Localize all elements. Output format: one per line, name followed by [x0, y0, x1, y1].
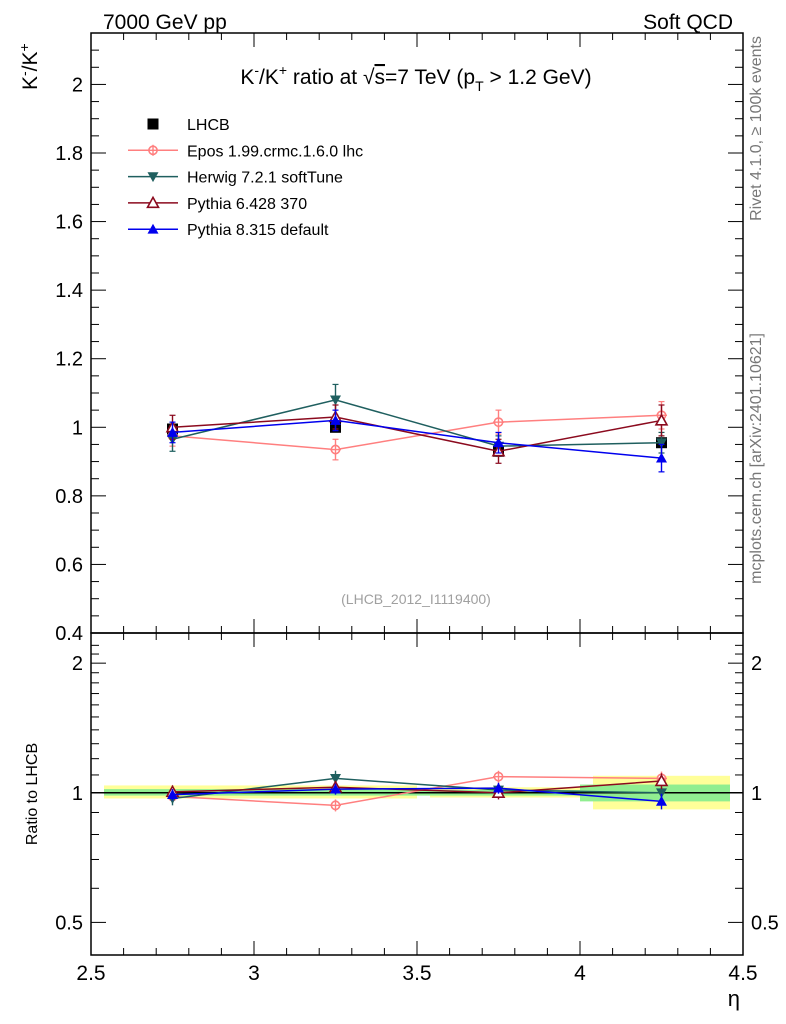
header-left-label: 7000 GeV pp [103, 11, 227, 34]
series-line-Epos [172, 414, 662, 451]
ratio-point-Pythia8 [167, 789, 178, 800]
x-axis-label: η [728, 986, 740, 1011]
y-tick-label: 1.2 [55, 349, 83, 371]
analysis-watermark: (LHCB_2012_I1119400) [341, 591, 491, 607]
series-Herwig [167, 383, 667, 458]
ylabel-k1: K [19, 76, 42, 90]
ratio-series-Pythia8 [167, 782, 667, 810]
legend-marker-Herwig [147, 172, 159, 183]
ratio-line-Pythia8 [172, 787, 662, 803]
data-point-Pythia8 [330, 414, 341, 425]
ratio-y-tick-label-right: 2 [751, 653, 762, 675]
series-line-Pythia6 [172, 416, 662, 453]
mcplots-label: mcplots.cern.ch [arXiv:2401.10621] [748, 333, 765, 584]
series-line-Herwig [172, 399, 662, 447]
ylabel-plus: + [16, 43, 32, 51]
legend-label-Pythia6: Pythia 6.428 370 [187, 196, 307, 213]
title-k: K [240, 66, 254, 89]
legend-label-LHCB: LHCB [187, 117, 230, 134]
y-tick-label: 1.6 [55, 212, 83, 234]
title-slash: /K [259, 66, 279, 89]
ratio-point-Herwig [330, 773, 341, 784]
title-sub: T [475, 78, 484, 94]
ratio-y-tick-label: 1 [72, 783, 83, 805]
legend: LHCB Epos 1.99.crmc.1.6.0 lhc Herwig 7.2.1… [128, 117, 363, 239]
ratio-point-Pythia8 [493, 782, 504, 793]
legend-marker-Pythia6 [146, 195, 160, 209]
ratio-point-Pythia6 [654, 773, 669, 787]
ratio-y-tick-label: 0.5 [55, 912, 83, 934]
ratio-y-tick-label-right: 0.5 [751, 912, 779, 934]
ratio-line-Pythia6 [172, 780, 662, 794]
series-Pythia6 [165, 404, 669, 464]
data-point-Herwig [330, 395, 341, 406]
chart-title: K-/K+ ratio at √s=7 TeV (pT > 1.2 GeV) [240, 62, 591, 94]
legend-marker-LHCB [147, 118, 159, 130]
y-tick-label: 0.4 [55, 623, 83, 645]
x-tick-label: 4.5 [728, 962, 757, 985]
y-tick-label: 1.8 [55, 143, 83, 165]
ylabel-slash: /K [19, 51, 42, 71]
ratio-line-Herwig [172, 777, 662, 800]
ratio-line-Epos [172, 775, 662, 807]
x-tick-label: 3 [248, 962, 260, 985]
ratio-plot-area: 2.5 3 3.5 4 4.5 0.5 0.5 1 1 2 2 [55, 632, 779, 985]
header-right-label: Soft QCD [643, 11, 733, 34]
title-cut: > 1.2 GeV) [484, 66, 592, 89]
title-energy: =7 TeV (p [385, 66, 475, 89]
x-tick-label: 3.5 [402, 962, 431, 985]
data-point-Pythia8 [656, 452, 667, 463]
data-point-Pythia8 [167, 426, 178, 437]
series-Pythia8 [167, 409, 667, 473]
y-tick-label: 1 [72, 417, 83, 439]
main-plot-area: 0.4 0.6 0.8 1 1.2 1.4 1.6 1.8 2 [55, 32, 744, 645]
x-tick-label: 4 [574, 962, 586, 985]
legend-label-Epos: Epos 1.99.crmc.1.6.0 lhc [187, 143, 363, 160]
title-plus: + [279, 62, 287, 78]
ylabel-minus: - [16, 71, 32, 76]
title-sqrt: √ [363, 66, 375, 89]
ratio-y-tick-label-right: 1 [751, 783, 762, 805]
y-tick-label: 0.6 [55, 554, 83, 576]
ratio-y-axis-label: Ratio to LHCB [24, 743, 41, 845]
title-minus: - [254, 62, 259, 78]
data-point-Pythia8 [493, 437, 504, 448]
title-middle: ratio at [287, 66, 363, 89]
y-tick-label: 0.8 [55, 486, 83, 508]
y-tick-label: 1.4 [55, 280, 83, 302]
title-s: s [374, 66, 385, 89]
main-y-axis-label: K-/K+ [16, 43, 42, 90]
legend-label-Pythia8: Pythia 8.315 default [187, 222, 329, 239]
ratio-y-tick-label: 2 [72, 653, 83, 675]
series-line-Pythia8 [172, 419, 662, 459]
y-tick-label: 2 [72, 74, 83, 96]
data-point-Herwig [656, 438, 667, 449]
rivet-label: Rivet 4.1.0, ≥ 100k events [748, 36, 765, 221]
ratio-point-Pythia8 [330, 783, 341, 794]
legend-label-Herwig: Herwig 7.2.1 softTune [187, 170, 343, 187]
data-point-Pythia6 [654, 413, 669, 426]
legend-marker-Pythia8 [147, 223, 159, 234]
ratio-point-Herwig [656, 788, 667, 799]
x-tick-label: 2.5 [76, 962, 105, 985]
ratio-point-Pythia8 [656, 795, 667, 806]
